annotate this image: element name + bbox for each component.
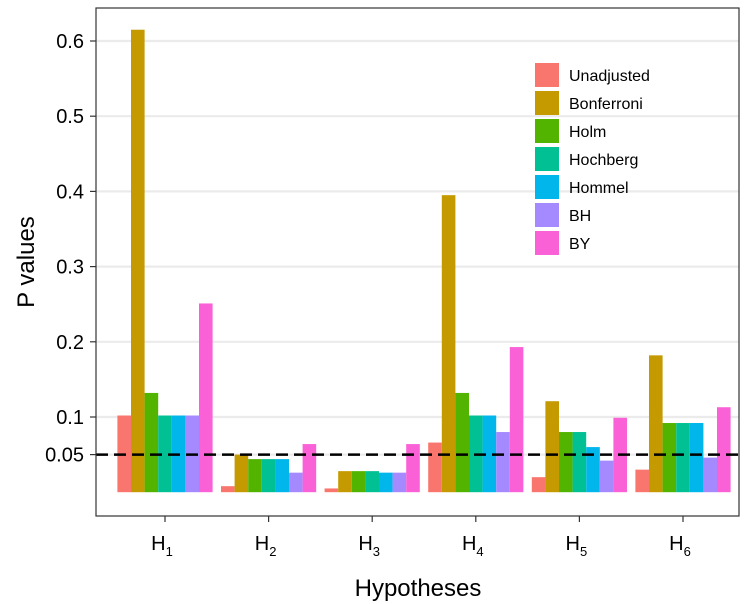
y-axis: 0.05 0.1 0.2 0.3 0.4 0.5 0.6 (45, 31, 96, 467)
bar-hochberg-h2 (261, 459, 276, 493)
bar-by-h3 (406, 444, 420, 493)
bar-unadjusted-h3 (324, 488, 339, 493)
bar-hommel-h6 (689, 423, 704, 493)
bar-unadjusted-h2 (221, 486, 235, 493)
legend: Unadjusted Bonferroni Holm Hochberg Hommel BH… (535, 63, 650, 255)
y-tick-label-0.4: 0.4 (56, 181, 84, 203)
legend-label-holm: Holm (569, 124, 606, 141)
plot-border (95, 7, 740, 517)
x-axis-title: Hypotheses (355, 575, 482, 602)
bar-bh-h3 (392, 472, 407, 493)
bar-bonferroni-h4 (441, 195, 456, 493)
legend-key-bh (535, 203, 559, 227)
bar-bh-h4 (496, 432, 510, 493)
y-tick-label-0.3: 0.3 (56, 257, 84, 279)
bar-unadjusted-h4 (428, 442, 442, 493)
legend-label-unadjusted: Unadjusted (569, 68, 650, 85)
bar-holm-h6 (662, 423, 677, 493)
legend-label-bh: BH (569, 208, 591, 225)
bar-unadjusted-h6 (635, 469, 649, 493)
bar-holm-h2 (248, 459, 262, 493)
bar-bonferroni-h5 (545, 401, 559, 493)
x-tick-label-h6: H6 (669, 533, 691, 559)
bar-unadjusted-h5 (531, 477, 546, 493)
bar-holm-h5 (559, 432, 573, 493)
bar-bonferroni-h3 (338, 471, 352, 493)
x-tick-label-h1: H1 (151, 533, 173, 559)
legend-key-by (535, 231, 559, 255)
bar-holm-h1 (144, 392, 159, 493)
bar-hommel-h2 (275, 459, 289, 493)
legend-label-bonferroni: Bonferroni (569, 96, 643, 113)
y-tick-label-0.2: 0.2 (56, 332, 84, 354)
legend-label-by: BY (569, 236, 591, 253)
bar-hochberg-h3 (365, 471, 379, 493)
legend-label-hommel: Hommel (569, 180, 629, 197)
bar-by-h2 (302, 444, 317, 493)
x-tick-label-h4: H4 (462, 533, 484, 559)
bar-hommel-h3 (379, 472, 393, 493)
legend-key-bonferroni (535, 91, 559, 115)
bar-hochberg-h6 (676, 423, 690, 493)
y-tick-label-0.05: 0.05 (45, 445, 84, 467)
x-tick-label-h2: H2 (255, 533, 277, 559)
x-tick-label-h3: H3 (358, 533, 380, 559)
y-axis-title: P values (13, 216, 40, 308)
bar-hochberg-h1 (158, 415, 172, 493)
bar-bonferroni-h6 (649, 355, 663, 493)
bar-by-h4 (509, 347, 524, 493)
bars (117, 29, 731, 493)
bar-holm-h4 (455, 392, 469, 493)
bar-bh-h2 (289, 472, 303, 493)
y-tick-label-0.5: 0.5 (56, 106, 84, 128)
legend-key-holm (535, 119, 559, 143)
legend-label-hochberg: Hochberg (569, 152, 638, 169)
bar-holm-h3 (351, 471, 366, 493)
x-axis: H1 H2 H3 H4 H5 H6 (151, 516, 691, 559)
y-tick-label-0.1: 0.1 (56, 407, 84, 429)
bar-by-h1 (199, 303, 213, 493)
y-tick-label-0.6: 0.6 (56, 31, 84, 53)
bar-bonferroni-h1 (131, 29, 145, 493)
legend-key-hommel (535, 175, 559, 199)
legend-key-unadjusted (535, 63, 559, 87)
x-tick-label-h5: H5 (566, 533, 588, 559)
bar-bonferroni-h2 (234, 454, 249, 493)
bar-hommel-h4 (482, 415, 497, 493)
bar-by-h6 (717, 407, 731, 493)
bar-hommel-h5 (586, 447, 600, 493)
bar-hochberg-h5 (572, 432, 587, 493)
bar-bh-h5 (599, 460, 614, 493)
legend-key-hochberg (535, 147, 559, 171)
bar-bh-h6 (703, 457, 717, 493)
